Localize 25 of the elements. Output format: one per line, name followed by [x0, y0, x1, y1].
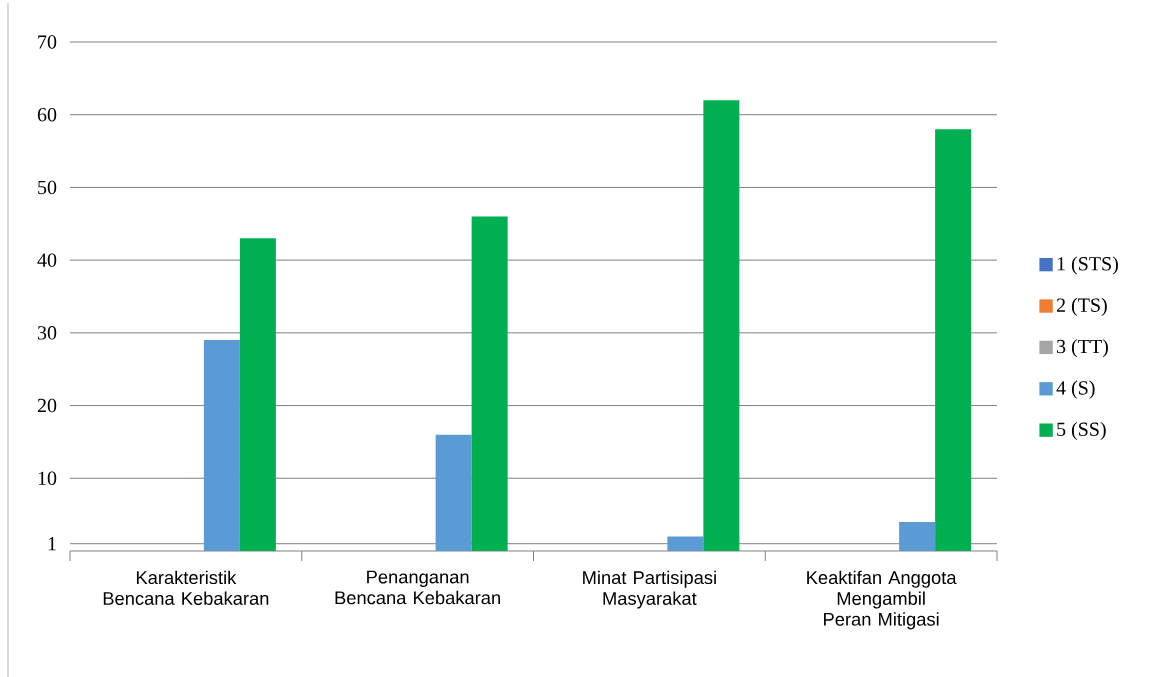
bar: [703, 100, 740, 551]
x-tick-label: Penanganan Bencana Kebakaran: [335, 570, 500, 605]
legend-label: 3 (TT): [1057, 339, 1108, 358]
y-tick-label: 40: [37, 253, 57, 267]
bar: [471, 216, 508, 551]
x-tick-label: Keaktifan Anggota Mengambil Peran Mitigasi: [807, 570, 957, 630]
y-tick-label: 70: [38, 35, 57, 49]
bar: [899, 521, 936, 551]
legend-label: 5 (SS): [1057, 421, 1106, 441]
legend-label: 4 (S): [1056, 380, 1095, 399]
bar: [667, 536, 704, 551]
bar: [203, 340, 240, 551]
y-tick-label: 1: [48, 537, 56, 551]
x-tick-label: Minat Partisipasi Masyarakat: [583, 570, 716, 609]
y-tick-label: 20: [37, 398, 57, 413]
y-tick-label: 50: [38, 180, 57, 195]
bar: [239, 238, 276, 551]
y-tick-label: 60: [37, 107, 57, 122]
legend-label: 1 (STS): [1057, 256, 1118, 275]
bar: [935, 129, 972, 551]
y-tick-label: 30: [37, 326, 57, 340]
x-tick-label: Karakteristik Bencana Kebakaran: [103, 570, 269, 605]
legend-label: 2 (TS): [1056, 297, 1107, 316]
bar: [435, 434, 472, 551]
y-tick-label: 10: [38, 471, 57, 486]
